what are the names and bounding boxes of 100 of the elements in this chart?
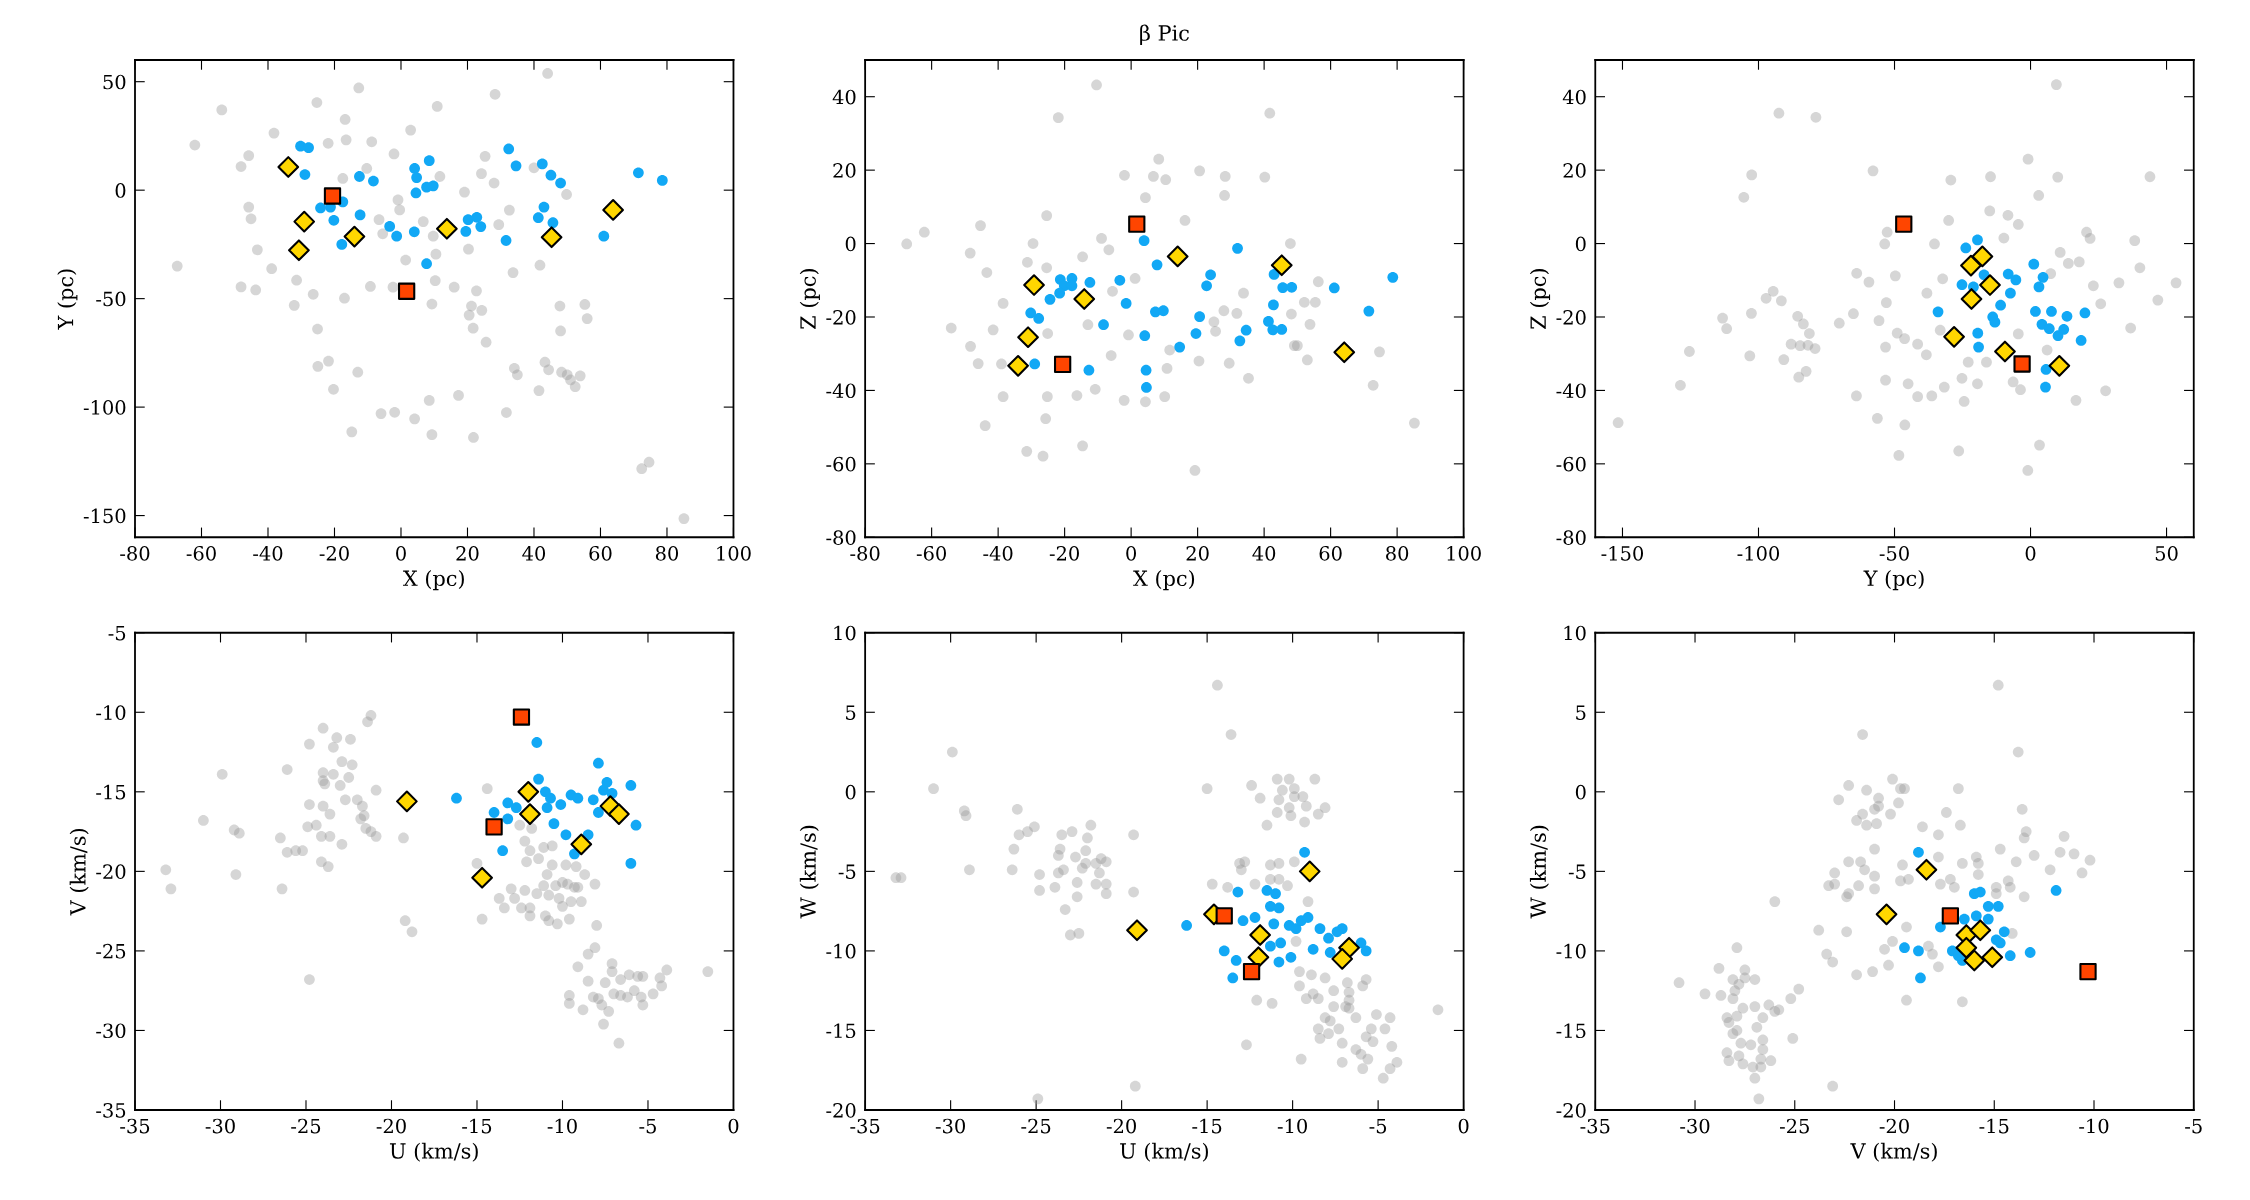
point	[1025, 307, 1037, 319]
point	[545, 792, 556, 804]
y-axis-title: Z (pc)	[799, 269, 820, 329]
point	[1166, 245, 1189, 268]
x-tick-label: -25	[1021, 1118, 1051, 1134]
x-tick-label: -30	[205, 1118, 235, 1134]
point	[277, 156, 300, 178]
point	[1141, 382, 1152, 393]
point	[1158, 305, 1169, 317]
x-tick-label: -25	[1779, 1118, 1809, 1134]
point	[1360, 945, 1372, 957]
x-tick-label: 20	[1186, 545, 1209, 561]
y-tick-label: -15	[826, 1023, 856, 1039]
x-tick-label: -40	[253, 545, 283, 561]
point	[409, 163, 420, 174]
point	[1029, 358, 1041, 370]
x-tick-label: -20	[319, 545, 349, 561]
point	[1126, 919, 1148, 942]
point	[2005, 287, 2016, 299]
x-tick-label: -60	[186, 545, 216, 561]
point	[512, 708, 531, 726]
x-tick-label: -60	[916, 545, 946, 561]
point	[540, 226, 563, 249]
x-tick-label: -20	[376, 1118, 406, 1134]
point	[1943, 325, 1965, 348]
point	[538, 201, 550, 213]
point	[502, 813, 514, 825]
point	[354, 209, 366, 221]
point	[1237, 915, 1249, 927]
point	[1979, 274, 2001, 296]
point	[1174, 341, 1186, 353]
point	[510, 160, 522, 172]
point	[1982, 900, 1994, 912]
point	[593, 757, 604, 769]
point	[1181, 920, 1192, 931]
point	[502, 797, 514, 809]
y-tick-label: -20	[1556, 309, 1586, 325]
y-tick-label: 0	[1575, 784, 1586, 800]
y-axis-title: W (km/s)	[1529, 825, 1549, 919]
x-axis-title: Y (pc)	[1863, 569, 1924, 591]
point	[354, 171, 365, 182]
y-tick-label: -35	[96, 1102, 126, 1118]
point	[1073, 288, 1096, 310]
y-tick-label: 10	[834, 625, 856, 641]
point	[555, 799, 567, 810]
x-tick-label: 100	[717, 545, 751, 561]
point	[1240, 324, 1252, 336]
point	[1286, 281, 1298, 293]
y-tick-label: 20	[833, 163, 856, 178]
point	[1941, 907, 1960, 925]
y-tick-label: -10	[96, 705, 126, 720]
y-tick-label: -60	[826, 456, 856, 472]
y-tick-label: -10	[1556, 943, 1586, 959]
point	[1033, 313, 1045, 324]
point	[1276, 324, 1288, 335]
point	[1963, 949, 1986, 972]
point	[1139, 330, 1151, 342]
point	[1331, 948, 1354, 970]
point	[1270, 888, 1281, 900]
point	[2050, 885, 2062, 896]
point	[2075, 335, 2087, 346]
point	[1084, 277, 1096, 288]
y-tick-label: -40	[826, 383, 856, 399]
point	[625, 780, 637, 791]
point	[1138, 235, 1150, 247]
point	[323, 187, 342, 205]
point	[1261, 885, 1273, 896]
point	[396, 790, 418, 813]
point	[1995, 299, 2006, 311]
point	[288, 239, 310, 262]
x-tick-label: -15	[1979, 1118, 2009, 1134]
x-tick-label: 40	[1252, 545, 1276, 561]
point	[532, 212, 544, 224]
point	[1992, 900, 2004, 912]
x-tick-label: -50	[1879, 545, 1909, 561]
point	[1017, 326, 1039, 349]
point	[510, 802, 522, 814]
point	[1268, 918, 1280, 930]
point	[1989, 316, 2001, 328]
y-tick-label: -5	[838, 864, 856, 880]
point	[485, 818, 503, 836]
point	[1227, 972, 1239, 984]
x-tick-label: -15	[462, 1118, 492, 1134]
y-axis-title: V (km/s)	[69, 829, 89, 916]
point	[1053, 355, 1072, 373]
point	[1982, 913, 1994, 925]
point	[1363, 305, 1375, 317]
point	[1044, 293, 1056, 305]
point	[471, 211, 483, 223]
point	[2040, 364, 2052, 375]
point	[411, 172, 422, 183]
point	[1114, 274, 1126, 286]
point	[593, 807, 604, 818]
y-tick-label: -150	[83, 508, 126, 524]
point	[1913, 846, 1924, 858]
x-tick-label: -5	[1369, 1118, 1387, 1134]
x-tick-label: -40	[983, 545, 1013, 561]
x-tick-label: -20	[1879, 1118, 1909, 1134]
y-tick-label: -20	[826, 309, 856, 325]
x-tick-label: -80	[120, 545, 150, 561]
